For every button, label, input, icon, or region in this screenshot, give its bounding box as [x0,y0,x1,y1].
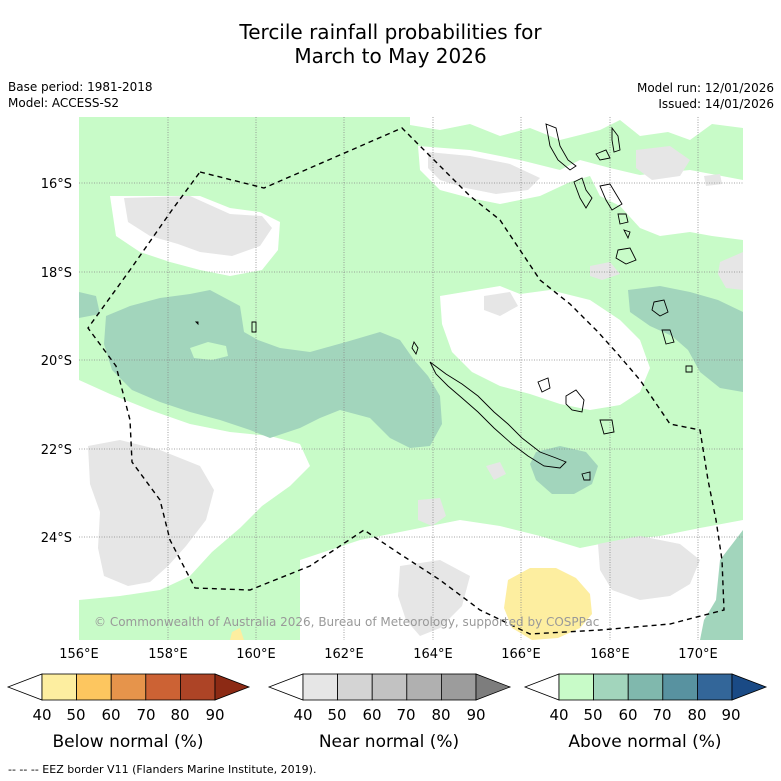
colorbar-tick: 60 [618,706,637,724]
colorbar-tick: 80 [431,706,450,724]
lon-label: 164°E [413,647,453,662]
lat-label: 24°S [41,531,72,546]
latitude-labels: 16°S 18°S 20°S 22°S 24°S [41,177,72,546]
base-period-label: Base period: 1981-2018 [8,80,153,94]
colorbar-near-normal: 40 50 60 70 80 90 Near normal (%) [267,673,512,752]
colorbar-tick: 90 [466,706,485,724]
colorbar-tick: 40 [549,706,568,724]
map-area: © Commonwealth of Australia 2026, Bureau… [79,117,743,640]
colorbar-swatch [697,673,733,701]
above-normal-small-hole [190,342,228,360]
below-normal-patch [504,568,592,640]
eez-border [87,127,725,635]
above-normal-west-patch [79,292,100,318]
above-normal-south-east-patch [700,530,743,640]
chart-title-line1: Tercile rainfall probabilities for [239,20,542,44]
colorbar-swatch [406,673,442,701]
colorbar-extend-high [475,673,512,701]
colorbar-extend-low [267,673,304,701]
colorbar-title: Above normal (%) [568,732,721,752]
vanuatu-coastline [545,123,577,171]
above-normal-loyalty-patch [530,446,598,494]
above-normal-50-60-band [104,290,442,448]
chart-title-line2: March to May 2026 [294,44,487,68]
colorbar-extend-high [214,673,251,701]
colorbar-swatch [558,673,594,701]
lon-label: 156°E [59,647,99,662]
colorbar-tick: 50 [66,706,85,724]
lat-label: 18°S [41,266,72,281]
colorbar-tick: 70 [652,706,671,724]
colorbar-swatch [662,673,698,701]
lon-label: 168°E [590,647,630,662]
longitude-labels: 156°E 158°E 160°E 162°E 164°E 166°E 168°… [59,647,718,662]
colorbar-tick: 50 [583,706,602,724]
coastlines [194,123,693,481]
colorbar-tick: 50 [327,706,346,724]
lon-label: 160°E [236,647,276,662]
colorbar-tick: 90 [205,706,224,724]
colorbar-tick: 60 [101,706,120,724]
colorbar-extend-high [731,673,768,701]
map-gridlines [79,117,743,640]
colorbar-tick: 80 [687,706,706,724]
colorbar-swatch [337,673,373,701]
colorbar-tick: 70 [136,706,155,724]
colorbar-below-normal: 40 50 60 70 80 90 Below normal (%) [6,673,251,752]
colorbar-title: Below normal (%) [53,732,204,752]
below-normal-small-patch [230,628,244,640]
lon-label: 170°E [678,647,718,662]
colorbar-tick: 40 [32,706,51,724]
colorbar-swatch [302,673,338,701]
copyright-notice: © Commonwealth of Australia 2026, Bureau… [94,615,599,629]
lon-label: 158°E [148,647,188,662]
near-normal-areas [88,146,743,636]
colorbar-swatch [593,673,629,701]
colorbar-tick: 70 [396,706,415,724]
lon-label: 166°E [501,647,541,662]
colorbar-swatch [41,673,77,701]
colorbar-swatch [627,673,664,701]
colorbar-extend-low [523,673,560,701]
lat-label: 16°S [41,177,72,192]
neutral-region-central [440,286,650,410]
lat-label: 20°S [41,354,72,369]
colorbar-swatch [110,673,147,701]
model-run-label: Model run: 12/01/2026 [636,81,774,95]
colorbar-swatch [145,673,181,701]
colorbar-swatch [76,673,112,701]
colorbar-tick: 90 [721,706,740,724]
issued-label: Issued: 14/01/2026 [658,97,774,111]
model-label: Model: ACCESS-S2 [8,96,120,110]
lat-label: 22°S [41,443,72,458]
colorbar-swatch [179,673,216,701]
colorbar-tick: 40 [293,706,312,724]
colorbar-above-normal: 40 50 60 70 80 90 Above normal (%) [523,673,768,752]
colorbar-extend-low [6,673,43,701]
colorbar-tick: 80 [170,706,189,724]
above-normal-north-east-patch [628,286,743,392]
neutral-region-north [410,117,743,240]
colorbar-tick: 60 [362,706,381,724]
eez-border-legend: -- -- -- EEZ border V11 (Flanders Marine… [8,763,317,776]
colorbar-swatch [440,673,477,701]
colorbar-swatch [371,673,408,701]
lon-label: 162°E [324,647,364,662]
new-caledonia-coastline [429,361,567,469]
colorbar-title: Near normal (%) [319,732,459,752]
